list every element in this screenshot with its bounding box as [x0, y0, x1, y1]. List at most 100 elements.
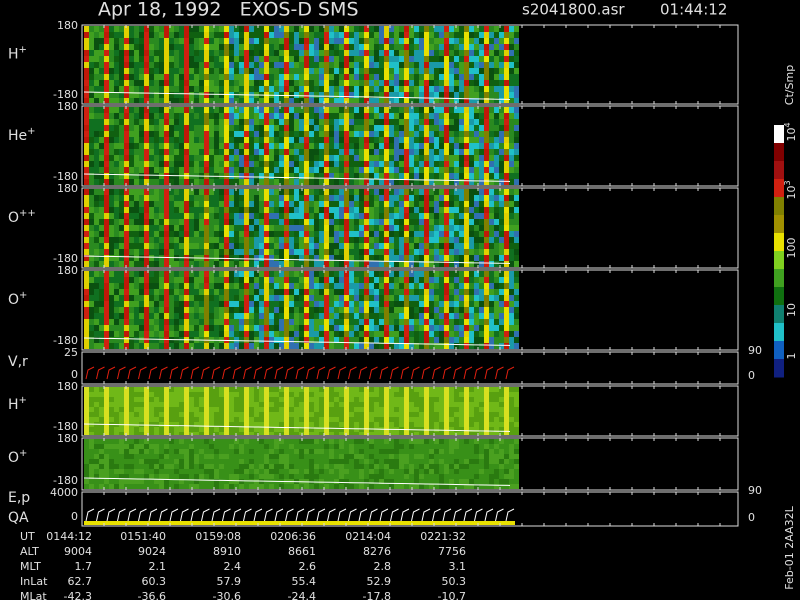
spectrogram-cell — [184, 74, 189, 80]
spectrogram-cell — [184, 243, 189, 249]
spectrogram-cell — [114, 26, 119, 32]
spectrogram-cell — [514, 231, 519, 237]
spectrogram-cell — [154, 143, 159, 149]
spectrogram-cell — [214, 26, 219, 32]
spectrogram-cell — [299, 161, 304, 167]
spectrogram-cell — [119, 155, 124, 161]
spectrogram-cell — [89, 143, 94, 149]
spectrogram-cell — [89, 387, 94, 392]
spectrogram-cell — [139, 325, 144, 331]
spectrogram-cell — [104, 337, 109, 343]
spectrogram-cell — [444, 173, 449, 179]
spectrogram-cell — [424, 137, 429, 143]
spectrogram-cell — [144, 255, 149, 261]
spectrogram-cell — [119, 219, 124, 225]
spectrogram-cell — [339, 38, 344, 44]
spectrogram-cell — [219, 319, 224, 325]
spectrogram-cell — [404, 283, 409, 289]
spectrogram-cell — [489, 68, 494, 74]
spectrogram-cell — [359, 98, 364, 103]
spectrogram-cell — [474, 331, 479, 337]
spectrogram-cell — [339, 189, 344, 195]
spectrogram-cell — [509, 155, 514, 161]
spectrogram-cell — [134, 119, 139, 125]
spectrogram-cell — [159, 56, 164, 62]
spectrogram-cell — [334, 219, 339, 225]
spectrogram-cell — [184, 98, 189, 103]
spectrogram-cell — [459, 113, 464, 119]
spectrogram-cell — [334, 62, 339, 68]
spectrogram-cell — [374, 337, 379, 343]
spectrogram-cell — [244, 68, 249, 74]
spectrogram-cell — [344, 237, 349, 243]
spectrogram-cell — [139, 44, 144, 50]
spectrogram-cell — [119, 107, 124, 113]
spectrogram-cell — [324, 92, 329, 98]
spectrogram-cell — [319, 80, 324, 86]
spectrogram-cell — [134, 86, 139, 92]
spectrogram-cell — [239, 213, 244, 219]
spectrogram-cell — [294, 283, 299, 289]
spectrogram-cell — [114, 119, 119, 125]
spectrogram-cell — [384, 167, 389, 173]
spectrogram-cell — [389, 237, 394, 243]
spectrogram-cell — [439, 219, 444, 225]
spectrogram-cell — [89, 325, 94, 331]
spectrogram-cell — [189, 289, 194, 295]
spectrogram-cell — [199, 86, 204, 92]
spectrogram-cell — [239, 195, 244, 201]
spectrogram-cell — [99, 50, 104, 56]
spectrogram-cell — [244, 125, 249, 131]
spectrogram-cell — [214, 107, 219, 113]
spectrogram-cell — [334, 161, 339, 167]
spectrogram-cell — [504, 225, 509, 231]
spectrogram-cell — [114, 155, 119, 161]
spectrogram-cell — [84, 237, 89, 243]
spectrogram-cell — [149, 313, 154, 319]
spectrogram-cell — [429, 277, 434, 283]
spectrogram-cell — [209, 271, 214, 277]
spectrogram-cell — [344, 283, 349, 289]
spectrogram-cell — [354, 137, 359, 143]
spectrogram-cell — [484, 249, 489, 255]
spectrogram-cell — [134, 173, 139, 179]
spectrogram-cell — [259, 137, 264, 143]
spectrogram-cell — [429, 98, 434, 103]
spectrogram-cell — [444, 179, 449, 185]
spectrogram-cell — [269, 68, 274, 74]
spectrogram-cell — [184, 207, 189, 213]
spectrogram-cell — [264, 283, 269, 289]
spectrogram-cell — [149, 289, 154, 295]
spectrogram-cell — [489, 313, 494, 319]
spectrogram-cell — [464, 307, 469, 313]
spectrogram-cell — [264, 125, 269, 131]
spectrogram-cell — [389, 319, 394, 325]
spectrogram-cell — [379, 50, 384, 56]
spectrogram-cell — [164, 213, 169, 219]
spectrogram-cell — [369, 74, 374, 80]
spectrogram-cell — [199, 74, 204, 80]
spectrogram-cell — [384, 161, 389, 167]
spectrogram-cell — [159, 131, 164, 137]
spectrogram-cell — [364, 237, 369, 243]
spectrogram-cell — [204, 107, 209, 113]
spectrogram-cell — [174, 92, 179, 98]
spectrogram-cell — [514, 295, 519, 301]
spectrogram-cell — [419, 113, 424, 119]
spectrogram-cell — [129, 131, 134, 137]
spectrogram-cell — [299, 255, 304, 261]
spectrogram-cell — [374, 307, 379, 313]
spectrogram-cell — [94, 325, 99, 331]
spectrogram-cell — [304, 313, 309, 319]
spectrogram-cell — [484, 125, 489, 131]
spectrogram-cell — [124, 38, 129, 44]
spectrogram-cell — [234, 131, 239, 137]
spectrogram-cell — [244, 277, 249, 283]
spectrogram-cell — [114, 213, 119, 219]
spectrogram-cell — [154, 92, 159, 98]
spectrogram-cell — [99, 407, 104, 412]
spectrogram-cell — [469, 32, 474, 38]
spectrogram-cell — [489, 213, 494, 219]
spectrogram-cell — [214, 243, 219, 249]
spectrogram-cell — [319, 167, 324, 173]
